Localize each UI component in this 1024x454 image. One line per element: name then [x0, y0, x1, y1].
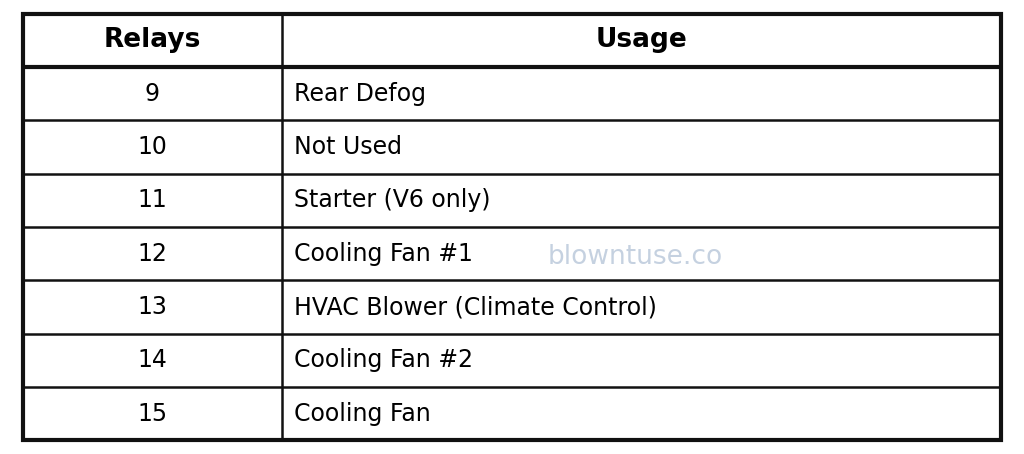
Text: 9: 9 [144, 82, 160, 106]
Text: 11: 11 [137, 188, 167, 212]
Text: 12: 12 [137, 242, 167, 266]
Text: 15: 15 [137, 402, 167, 426]
Text: 10: 10 [137, 135, 167, 159]
Text: HVAC Blower (Climate Control): HVAC Blower (Climate Control) [294, 295, 657, 319]
Text: Cooling Fan: Cooling Fan [294, 402, 431, 426]
Text: Relays: Relays [103, 27, 201, 53]
Bar [23, 14, 1001, 67]
Text: Starter (V6 only): Starter (V6 only) [294, 188, 490, 212]
Text: Usage: Usage [596, 27, 687, 53]
Text: Cooling Fan #1: Cooling Fan #1 [294, 242, 473, 266]
Text: 13: 13 [137, 295, 167, 319]
Text: blowntuse.co: blowntuse.co [547, 243, 723, 270]
Text: Rear Defog: Rear Defog [294, 82, 426, 106]
Text: Cooling Fan #2: Cooling Fan #2 [294, 348, 473, 372]
Text: Not Used: Not Used [294, 135, 402, 159]
Text: 14: 14 [137, 348, 167, 372]
